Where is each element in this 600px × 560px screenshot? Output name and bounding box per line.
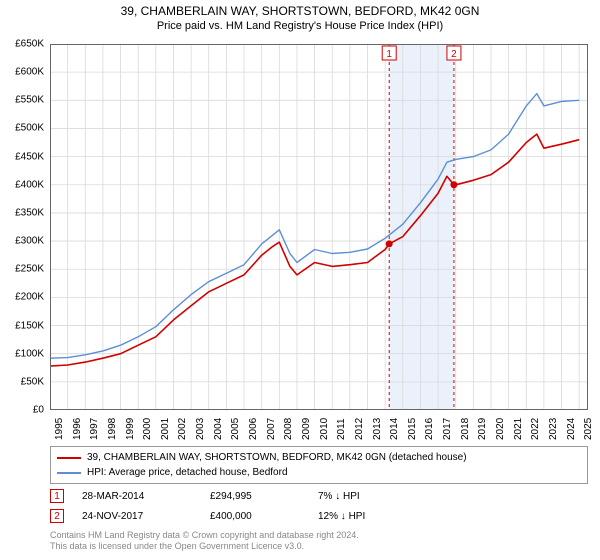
ytick-label: £550K [0, 95, 44, 106]
sale-marker-icon: 2 [50, 509, 64, 523]
xtick-label: 2005 [230, 418, 241, 440]
svg-text:1: 1 [386, 49, 392, 60]
xtick-label: 2000 [142, 418, 153, 440]
xtick-label: 2003 [195, 418, 206, 440]
legend-swatch-icon [57, 457, 81, 459]
xtick-label: 2021 [513, 418, 524, 440]
xtick-label: 2006 [248, 418, 259, 440]
xtick-label: 2012 [354, 418, 365, 440]
ytick-label: £350K [0, 207, 44, 218]
plot-area: 12 [50, 44, 588, 410]
xtick-label: 2001 [160, 418, 171, 440]
legend-swatch-icon [57, 472, 81, 474]
xtick-label: 2009 [301, 418, 312, 440]
ytick-label: £500K [0, 123, 44, 134]
sale-price: £294,995 [210, 491, 300, 502]
sale-price: £400,000 [210, 511, 300, 522]
xtick-label: 2016 [424, 418, 435, 440]
chart-title: 39, CHAMBERLAIN WAY, SHORTSTOWN, BEDFORD… [0, 0, 600, 18]
xtick-label: 2010 [319, 418, 330, 440]
footer-line: Contains HM Land Registry data © Crown c… [50, 530, 359, 541]
ytick-label: £50K [0, 376, 44, 387]
legend-label: HPI: Average price, detached house, Bedf… [87, 465, 288, 480]
sale-date: 28-MAR-2014 [82, 491, 192, 502]
xtick-label: 2022 [530, 418, 541, 440]
ytick-label: £150K [0, 320, 44, 331]
sale-date: 24-NOV-2017 [82, 511, 192, 522]
ytick-label: £100K [0, 348, 44, 359]
xtick-label: 1996 [72, 418, 83, 440]
ytick-label: £650K [0, 39, 44, 50]
legend-label: 39, CHAMBERLAIN WAY, SHORTSTOWN, BEDFORD… [87, 450, 467, 465]
ytick-label: £600K [0, 67, 44, 78]
ytick-label: £300K [0, 236, 44, 247]
xtick-label: 1995 [54, 418, 65, 440]
ytick-label: £450K [0, 151, 44, 162]
svg-text:2: 2 [451, 49, 457, 60]
xtick-label: 2025 [583, 418, 594, 440]
xtick-label: 2008 [283, 418, 294, 440]
table-row: 1 28-MAR-2014 £294,995 7% ↓ HPI [50, 486, 588, 506]
sale-delta: 7% ↓ HPI [318, 491, 408, 502]
xtick-label: 2017 [442, 418, 453, 440]
xtick-label: 2015 [407, 418, 418, 440]
xtick-label: 2024 [566, 418, 577, 440]
table-row: 2 24-NOV-2017 £400,000 12% ↓ HPI [50, 506, 588, 526]
sale-delta: 12% ↓ HPI [318, 511, 408, 522]
xtick-label: 2011 [336, 418, 347, 440]
xtick-label: 2014 [389, 418, 400, 440]
xtick-label: 2023 [548, 418, 559, 440]
sales-table: 1 28-MAR-2014 £294,995 7% ↓ HPI 2 24-NOV… [50, 486, 588, 526]
ytick-label: £400K [0, 179, 44, 190]
ytick-label: £250K [0, 264, 44, 275]
xtick-label: 2019 [477, 418, 488, 440]
footer-attribution: Contains HM Land Registry data © Crown c… [50, 530, 359, 552]
sale-marker-icon: 1 [50, 489, 64, 503]
line-chart-svg: 12 [50, 44, 588, 410]
xtick-label: 2020 [495, 418, 506, 440]
ytick-label: £0 [0, 405, 44, 416]
xtick-label: 2002 [177, 418, 188, 440]
xtick-label: 2007 [266, 418, 277, 440]
chart-subtitle: Price paid vs. HM Land Registry's House … [0, 18, 600, 32]
xtick-label: 1998 [107, 418, 118, 440]
xtick-label: 2018 [460, 418, 471, 440]
legend-entry-property: 39, CHAMBERLAIN WAY, SHORTSTOWN, BEDFORD… [57, 450, 581, 465]
xtick-label: 1999 [125, 418, 136, 440]
xtick-label: 2004 [213, 418, 224, 440]
legend: 39, CHAMBERLAIN WAY, SHORTSTOWN, BEDFORD… [50, 446, 588, 484]
footer-line: This data is licensed under the Open Gov… [50, 541, 359, 552]
xtick-label: 2013 [372, 418, 383, 440]
xtick-label: 1997 [89, 418, 100, 440]
chart-container: 39, CHAMBERLAIN WAY, SHORTSTOWN, BEDFORD… [0, 0, 600, 560]
ytick-label: £200K [0, 292, 44, 303]
legend-entry-hpi: HPI: Average price, detached house, Bedf… [57, 465, 581, 480]
